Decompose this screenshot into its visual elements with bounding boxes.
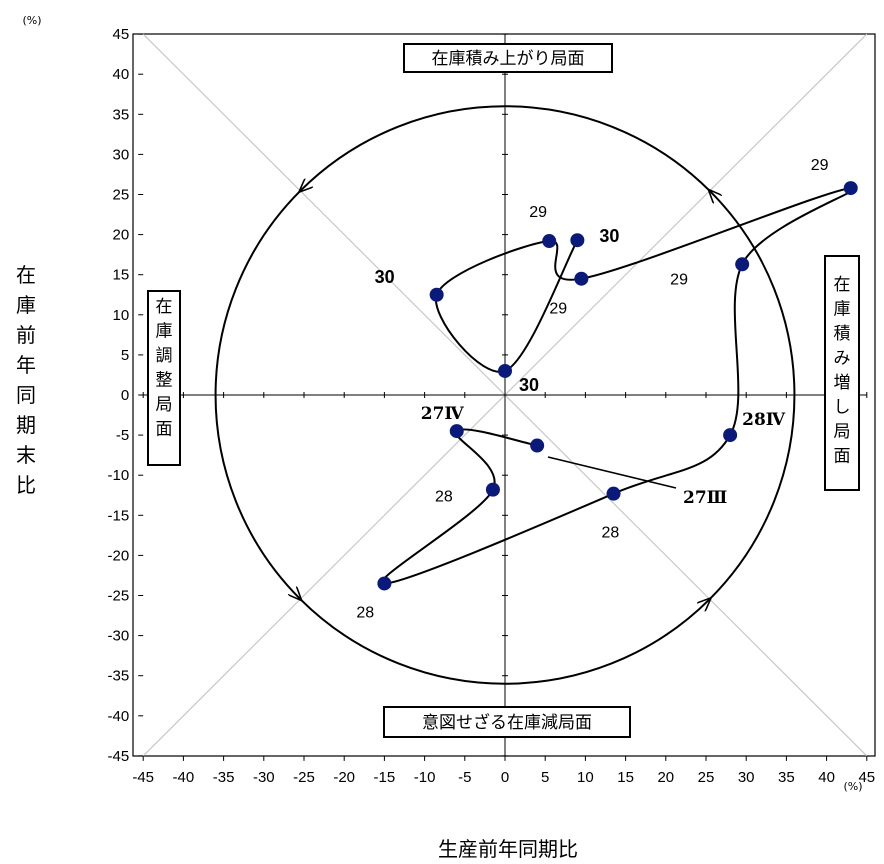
svg-text:在庫調整局面: 在庫調整局面	[156, 297, 173, 440]
x-tick-label: -45	[132, 769, 154, 786]
x-tick-label: 0	[501, 769, 509, 786]
point-label: 29	[529, 204, 547, 221]
svg-text:在庫積み上がり局面: 在庫積み上がり局面	[432, 49, 585, 69]
data-point	[570, 233, 585, 248]
data-point	[498, 363, 512, 378]
y-tick-label: -40	[108, 708, 130, 725]
x-tick-label: -25	[293, 769, 315, 786]
point-label: 29	[811, 157, 829, 174]
y-tick-label: -25	[108, 588, 130, 605]
quadrant-label-bottom: 意図せざる在庫減局面	[383, 706, 631, 738]
point-labels: 27Ⅳ 28 28 28 28Ⅳ 29 29 29 29 30 30 30	[356, 157, 828, 621]
point-label: 27Ⅳ	[421, 404, 465, 424]
x-tick-label: 25	[698, 769, 715, 786]
point-label: 29	[670, 271, 688, 288]
data-point	[574, 271, 589, 286]
x-tick-label: 30	[738, 769, 755, 786]
y-tick-label: -35	[108, 668, 130, 685]
y-tick-label: -45	[108, 748, 130, 765]
point-label: 28	[602, 525, 620, 542]
svg-text:在庫積み増し局面: 在庫積み増し局面	[834, 275, 851, 467]
point-label: 30	[375, 267, 395, 287]
y-tick-label: 10	[113, 307, 130, 324]
x-tick-label: 10	[577, 769, 594, 786]
point-label: 30	[519, 375, 539, 395]
y-tick-label: 20	[113, 227, 130, 244]
point-label: 28	[435, 489, 453, 506]
x-tick-label: 40	[818, 769, 835, 786]
y-tick-label: 0	[121, 387, 129, 404]
y-tick-labels: 45 40 35 30 25 20 15 10 5 0 -5 -10 -15 -20 -25 -30 -35 -4…	[108, 26, 130, 765]
x-tick-label: -20	[333, 769, 355, 786]
data-point	[377, 576, 392, 591]
y-tick-label: 40	[113, 66, 130, 83]
cycle-circle-line	[214, 105, 796, 685]
y-tick-label: 45	[113, 26, 130, 43]
zero-axes	[138, 33, 868, 761]
x-tick-labels: -45 -40 -35 -30 -25 -20 -15 -10 -5 0 5 10 15 20 25 30 35…	[132, 769, 875, 786]
x-tick-label: -15	[374, 769, 396, 786]
y-tick-label: 30	[113, 146, 130, 163]
x-tick-label: -35	[213, 769, 235, 786]
y-unit-label: (%)	[22, 14, 41, 27]
data-point	[485, 482, 500, 497]
quadrant-label-left: 在庫調整局面	[147, 290, 181, 466]
y-tick-label: 5	[121, 347, 129, 364]
data-point	[723, 428, 738, 443]
x-tick-label: 15	[617, 769, 634, 786]
y-axis-title: 在庫前年同期末比	[16, 263, 36, 497]
y-tick-label: -20	[108, 547, 130, 564]
quadrant-label-right: 在庫積み増し局面	[824, 255, 860, 491]
data-point	[735, 257, 750, 272]
y-tick-label: 15	[113, 267, 130, 284]
quadrant-label-top: 在庫積み上がり局面	[403, 43, 613, 73]
data-point	[429, 287, 444, 302]
x-tick-label: 20	[657, 769, 674, 786]
cycle-circle	[214, 105, 796, 685]
callout-label-27iii: 27Ⅲ	[683, 488, 727, 508]
x-tick-label: 5	[541, 769, 549, 786]
y-tick-label: -15	[108, 507, 130, 524]
y-tick-label: 35	[113, 106, 130, 123]
x-axis-title: 生産前年同期比	[438, 837, 578, 861]
y-tick-label: 25	[113, 187, 130, 204]
x-tick-label: -10	[414, 769, 436, 786]
data-point	[542, 234, 557, 249]
data-point	[530, 438, 545, 453]
x-tick-label: 45	[858, 769, 875, 786]
data-points	[377, 181, 858, 591]
x-tick-label: 35	[778, 769, 795, 786]
point-label: 28Ⅳ	[742, 410, 786, 430]
y-tick-label: -10	[108, 467, 130, 484]
data-point	[449, 424, 464, 439]
y-tick-label: -5	[116, 427, 129, 444]
x-tick-label: -40	[173, 769, 195, 786]
y-tick-label: -30	[108, 628, 130, 645]
data-point	[606, 486, 621, 501]
callout-leader-line	[547, 456, 677, 489]
x-tick-label: -30	[253, 769, 275, 786]
data-point	[843, 181, 858, 196]
svg-text:意図せざる在庫減局面: 意図せざる在庫減局面	[422, 712, 592, 733]
x-unit-label: (%)	[843, 780, 862, 793]
point-label: 28	[356, 604, 374, 621]
point-label: 30	[599, 226, 619, 246]
x-tick-label: -5	[458, 769, 471, 786]
point-label: 29	[549, 301, 567, 318]
